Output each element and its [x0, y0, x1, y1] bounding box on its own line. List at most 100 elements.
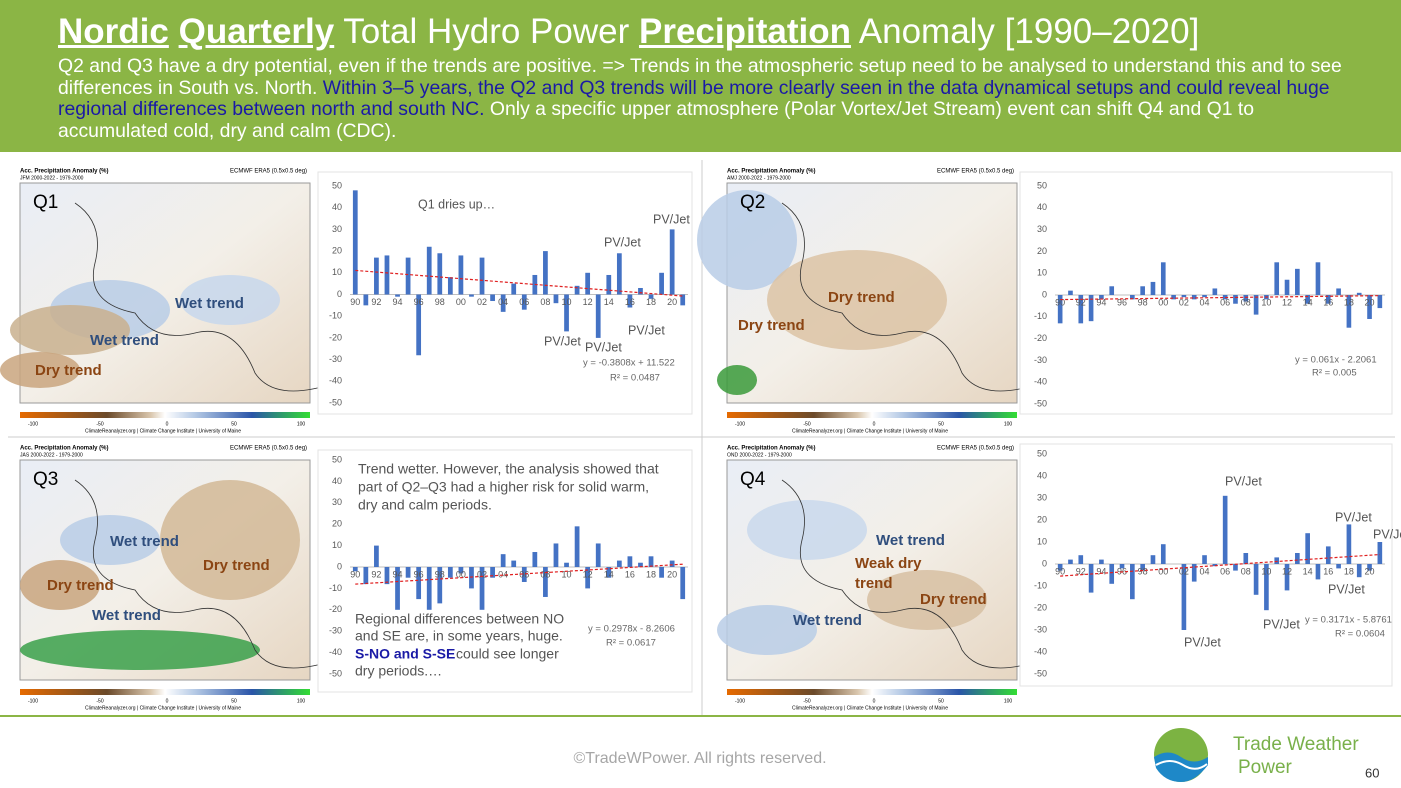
bar	[1078, 555, 1084, 564]
bar	[1222, 495, 1228, 564]
x-tick-label: 04	[1200, 566, 1210, 576]
bar	[395, 567, 400, 610]
bar	[1305, 533, 1310, 564]
y-tick-label: -20	[329, 332, 342, 342]
map-model: ECMWF ERA5 (0.5x0.5 deg)	[230, 446, 307, 452]
bar	[1130, 564, 1135, 600]
map-source: ClimateReanalyzer.org | Climate Change I…	[792, 705, 948, 711]
map-model: ECMWF ERA5 (0.5x0.5 deg)	[937, 446, 1014, 452]
colorbar-tick: -100	[28, 698, 38, 704]
bar	[511, 560, 517, 567]
bar	[1336, 564, 1341, 569]
bar	[405, 257, 411, 295]
bar	[616, 253, 622, 295]
bar	[638, 562, 643, 567]
y-tick-label: 30	[332, 497, 342, 507]
x-tick-label: 00	[1158, 566, 1168, 576]
annotation: R² = 0.005	[1312, 368, 1357, 379]
colorbar-tick: 0	[166, 421, 169, 427]
map-label: Dry trend	[203, 557, 270, 574]
x-tick-label: 18	[1344, 566, 1354, 576]
map-region	[867, 570, 987, 630]
annotation: dry periods.…	[355, 663, 442, 679]
quarter-label: Q3	[33, 469, 58, 490]
y-tick-label: -30	[329, 626, 342, 636]
map-region	[180, 275, 280, 325]
bar	[437, 567, 443, 604]
map-label: Dry trend	[47, 577, 114, 594]
annotation: R² = 0.0604	[1335, 629, 1385, 640]
chart: -50-40-30-20-100102030405090929496980002…	[1019, 443, 1401, 687]
bar	[1243, 553, 1249, 564]
map-source: ClimateReanalyzer.org | Climate Change I…	[85, 428, 241, 434]
colorbar-tick: 0	[873, 698, 876, 704]
x-tick-label: 14	[1303, 297, 1313, 307]
x-tick-label: 16	[1323, 297, 1333, 307]
x-tick-label: 18	[646, 297, 656, 307]
bar	[669, 229, 675, 295]
bar	[426, 567, 432, 610]
bar	[500, 554, 506, 567]
page-number: 60	[1365, 765, 1379, 780]
colorbar-tick: -100	[735, 698, 745, 704]
map-region	[747, 500, 867, 560]
y-tick-label: 50	[1037, 180, 1047, 190]
y-tick-label: 20	[332, 245, 342, 255]
y-tick-label: 0	[337, 289, 342, 299]
annotation: y = 0.061x - 2.2061	[1295, 355, 1377, 366]
colorbar-tick: -50	[803, 698, 810, 704]
annotation: y = 0.3171x - 5.8761	[1305, 615, 1392, 626]
y-tick-label: 20	[1037, 246, 1047, 256]
map-title: Acc. Precipitation Anomaly (%)	[20, 446, 108, 452]
y-tick-label: 40	[1037, 202, 1047, 212]
x-tick-label: 06	[1220, 566, 1230, 576]
map-region	[767, 250, 947, 350]
y-tick-label: -40	[1034, 377, 1047, 387]
bar	[1202, 295, 1207, 298]
y-tick-label: -10	[1034, 311, 1047, 321]
colorbar-tick: 0	[166, 698, 169, 704]
title: Nordic Quarterly Total Hydro Power Preci…	[58, 12, 1199, 52]
y-tick-label: 0	[1042, 289, 1047, 299]
x-tick-label: 94	[1096, 566, 1106, 576]
brand: Power	[1238, 757, 1293, 778]
x-tick-label: 06	[519, 297, 529, 307]
x-tick-label: 90	[1055, 566, 1065, 576]
bar	[606, 567, 612, 578]
colorbar-tick: -100	[735, 421, 745, 427]
bar	[1088, 564, 1094, 593]
title-part: Anomaly [1990–2020]	[850, 12, 1200, 51]
bar	[1181, 564, 1187, 630]
map-label: Wet trend	[793, 612, 862, 629]
coastline	[74, 202, 336, 392]
map-region	[717, 365, 757, 395]
title-part: Total Hydro Power	[334, 12, 639, 51]
x-tick-label: 02	[477, 297, 487, 307]
x-tick-label: 12	[1282, 566, 1292, 576]
x-tick-label: 20	[667, 297, 677, 307]
x-tick-label: 02	[477, 569, 487, 579]
map-label: Dry trend	[920, 591, 987, 608]
y-tick-label: 10	[332, 267, 342, 277]
x-tick-label: 98	[1138, 566, 1148, 576]
colorbar-tick: -50	[803, 421, 810, 427]
bar	[1057, 564, 1063, 571]
y-tick-label: -10	[329, 583, 342, 593]
map-model: ECMWF ERA5 (0.5x0.5 deg)	[937, 169, 1014, 175]
subtitle-part: Only a specific upper atmosphere (Polar …	[58, 98, 1255, 142]
y-tick-label: -30	[329, 354, 342, 364]
x-tick-label: 94	[1096, 297, 1106, 307]
y-tick-label: -20	[1034, 602, 1047, 612]
x-tick-label: 12	[583, 569, 593, 579]
logo	[1154, 728, 1208, 782]
bar	[511, 283, 517, 295]
colorbar	[20, 689, 310, 695]
x-tick-label: 16	[1323, 566, 1333, 576]
bar	[543, 567, 548, 597]
x-tick-label: 12	[583, 297, 593, 307]
bar	[1377, 295, 1383, 309]
map-region	[717, 605, 817, 655]
map-period: JAS 2000-2022 - 1979-2000	[20, 452, 83, 458]
